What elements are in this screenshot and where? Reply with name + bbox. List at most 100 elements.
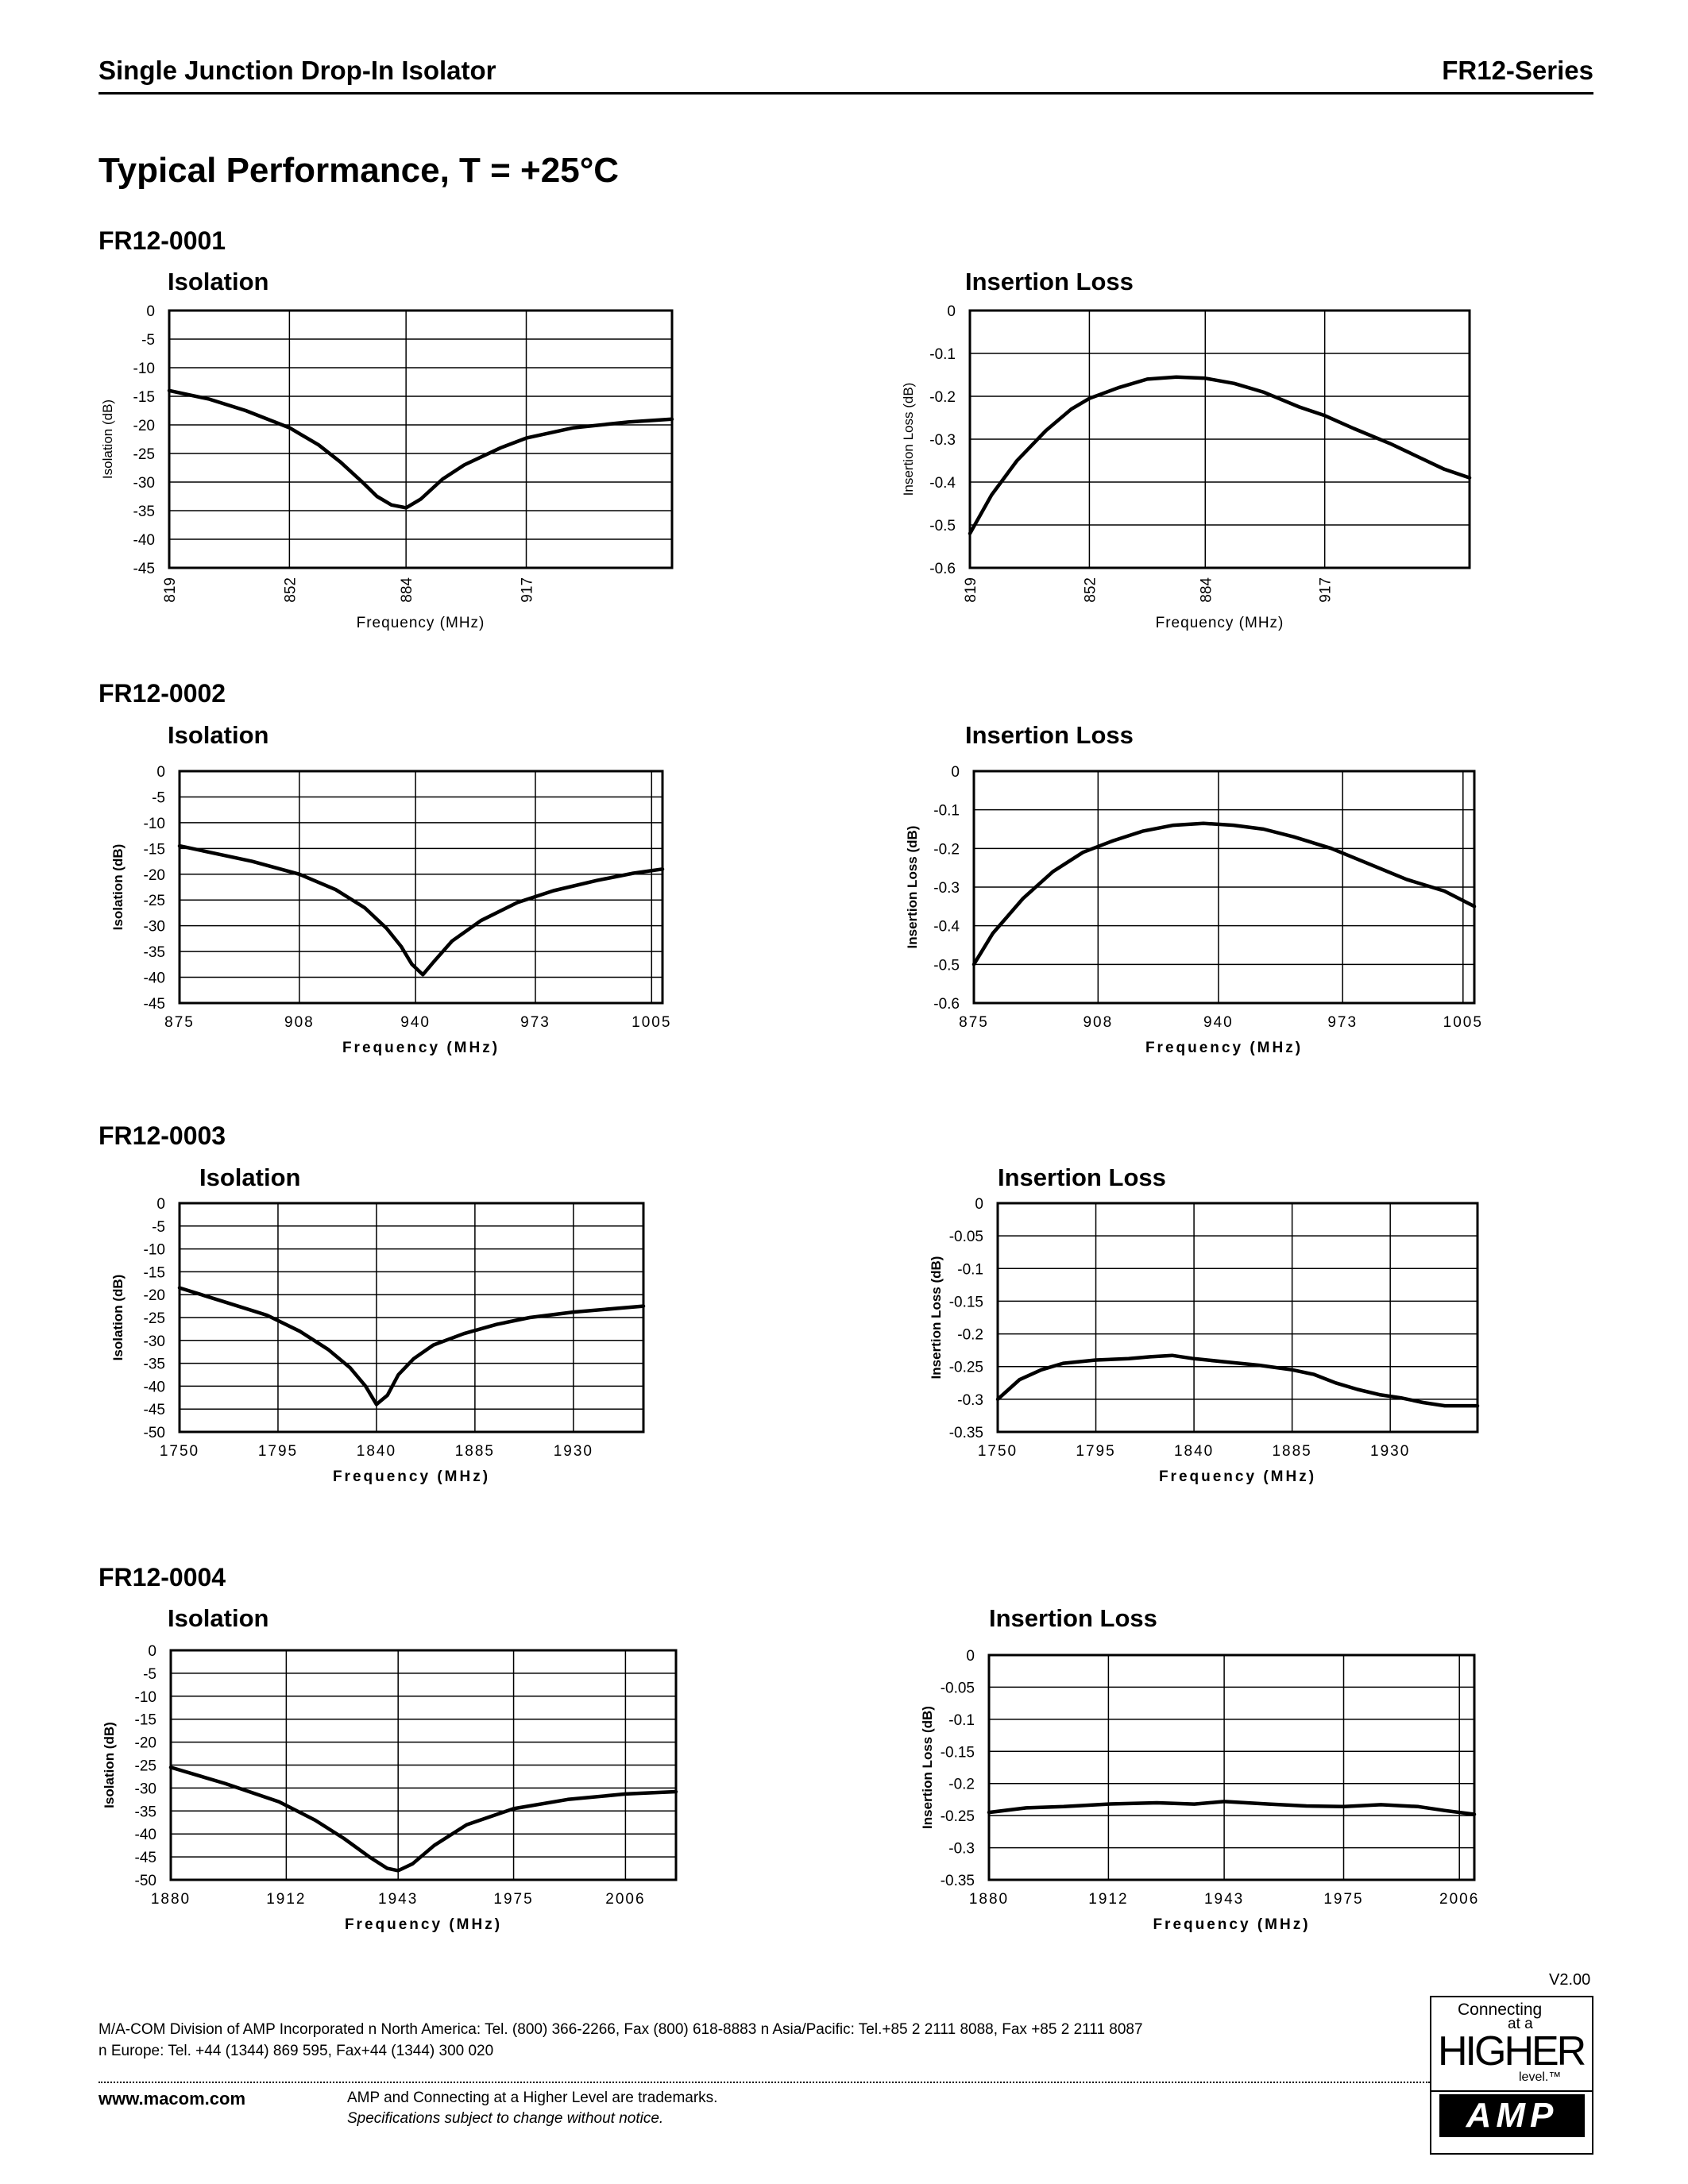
y-tick-label: -0.3 [933,880,960,897]
x-axis-label: Frequency (MHz) [345,1916,502,1933]
x-tick-label: 940 [1203,1014,1234,1031]
x-tick-label: 940 [400,1014,431,1031]
logo-text-higher: HIGHER [1438,2028,1586,2074]
chart-title-isolation-4: Isolation [168,1604,269,1632]
x-tick-label: 852 [1082,577,1099,603]
x-tick-label: 1880 [151,1891,191,1908]
y-tick-label: -5 [143,1666,156,1683]
y-tick-label: 0 [156,1196,165,1213]
x-axis-label: Frequency (MHz) [342,1040,500,1056]
x-tick-label: 1880 [969,1891,1009,1908]
y-axis-label: Insertion Loss (dB) [901,383,916,496]
y-tick-label: -10 [133,361,155,377]
series-line [971,821,1477,967]
y-tick-label: -0.05 [941,1680,975,1696]
plot-frame [178,770,664,1005]
y-tick-label: -0.2 [933,841,960,858]
y-tick-label: -0.1 [933,803,960,820]
y-tick-label: -25 [144,1310,165,1327]
y-tick-label: -20 [144,1287,165,1304]
y-tick-label: -0.1 [929,346,956,363]
x-tick-label: 1930 [554,1443,593,1460]
trademark-note: AMP and Connecting at a Higher Level are… [347,2089,718,2106]
x-tick-label: 875 [959,1014,989,1031]
x-tick-label: 1840 [1174,1443,1214,1460]
y-tick-label: -45 [144,1402,165,1418]
y-tick-label: -0.3 [948,1841,975,1858]
x-tick-label: 1795 [1076,1443,1115,1460]
x-tick-label: 1912 [1088,1891,1128,1908]
y-tick-label: -0.4 [929,475,956,492]
header-title: Single Junction Drop-In Isolator [98,56,496,85]
x-tick-label: 1005 [632,1014,671,1031]
y-tick-label: -0.6 [929,561,956,577]
plot-frame [996,1202,1479,1433]
chart-title-insertion-loss-2: Insertion Loss [965,721,1134,749]
series-line [987,1800,1477,1816]
y-tick-label: -35 [144,944,165,961]
y-tick-label: -10 [135,1689,156,1706]
page-title: Typical Performance, T = +25°C [98,151,620,190]
y-tick-label: -30 [133,475,155,492]
y-axis-label: Isolation (dB) [110,1275,126,1361]
y-tick-label: 0 [975,1196,983,1213]
x-axis-label: Frequency (MHz) [1153,1916,1310,1933]
x-tick-label: 1795 [258,1443,298,1460]
y-tick-label: -0.1 [948,1712,975,1729]
y-tick-label: -0.2 [929,389,956,406]
y-tick-label: -0.15 [941,1744,975,1761]
y-tick-label: -40 [144,970,165,987]
x-tick-label: 819 [963,577,979,603]
section-title-fr12-0002: FR12-0002 [98,679,226,708]
x-axis-label: Frequency (MHz) [1156,615,1284,631]
y-tick-label: -0.15 [949,1294,983,1310]
chart-title-insertion-loss-1: Insertion Loss [965,268,1134,295]
x-tick-label: 1005 [1443,1014,1483,1031]
x-tick-label: 917 [520,577,536,603]
x-axis-label: Frequency (MHz) [1145,1040,1303,1056]
spec-note: Specifications subject to change without… [347,2110,664,2127]
plot-frame [169,1649,678,1881]
chart-title-isolation-2: Isolation [168,721,269,749]
website-link[interactable]: www.macom.com [98,2089,246,2109]
x-tick-label: 2006 [1439,1891,1479,1908]
y-tick-label: -0.5 [933,957,960,974]
y-tick-label: -30 [144,1333,165,1350]
series-line [167,388,674,510]
y-tick-label: -35 [133,504,155,520]
y-tick-label: -15 [144,1264,165,1281]
y-axis-label: Isolation (dB) [102,1722,117,1808]
y-tick-label: -0.35 [949,1425,983,1441]
x-axis-label: Frequency (MHz) [357,615,485,631]
logo-rule [1431,2090,1592,2092]
header-series: FR12-Series [1442,56,1593,85]
y-tick-label: 0 [148,1643,156,1660]
y-tick-label: -10 [144,1242,165,1259]
y-tick-label: -45 [133,561,155,577]
x-tick-label: 1912 [266,1891,306,1908]
y-tick-label: -0.2 [948,1777,975,1793]
y-tick-label: -0.1 [957,1261,983,1278]
y-tick-label: -15 [133,389,155,406]
x-tick-label: 2006 [605,1891,645,1908]
y-tick-label: -40 [133,532,155,549]
section-title-fr12-0001: FR12-0001 [98,226,226,255]
y-tick-label: -0.2 [957,1327,983,1344]
logo-text-at-a: at a [1508,2016,1533,2032]
x-tick-label: 973 [520,1014,550,1031]
y-tick-label: -0.4 [933,919,960,936]
y-tick-label: 0 [156,764,165,781]
y-tick-label: 0 [966,1648,975,1665]
x-tick-label: 1750 [160,1443,199,1460]
series-line [168,1765,678,1873]
x-tick-label: 908 [284,1014,315,1031]
y-tick-label: -0.3 [929,432,956,449]
y-tick-label: -0.35 [941,1873,975,1889]
y-tick-label: -45 [135,1850,156,1866]
y-tick-label: -25 [144,893,165,909]
amp-logo: Connecting at a HIGHER level.™ AMP [1430,1996,1593,2155]
x-tick-label: 917 [1318,577,1335,603]
chart-title-isolation-3: Isolation [199,1163,301,1191]
y-tick-label: -0.3 [957,1392,983,1409]
plot-frame [168,309,674,569]
